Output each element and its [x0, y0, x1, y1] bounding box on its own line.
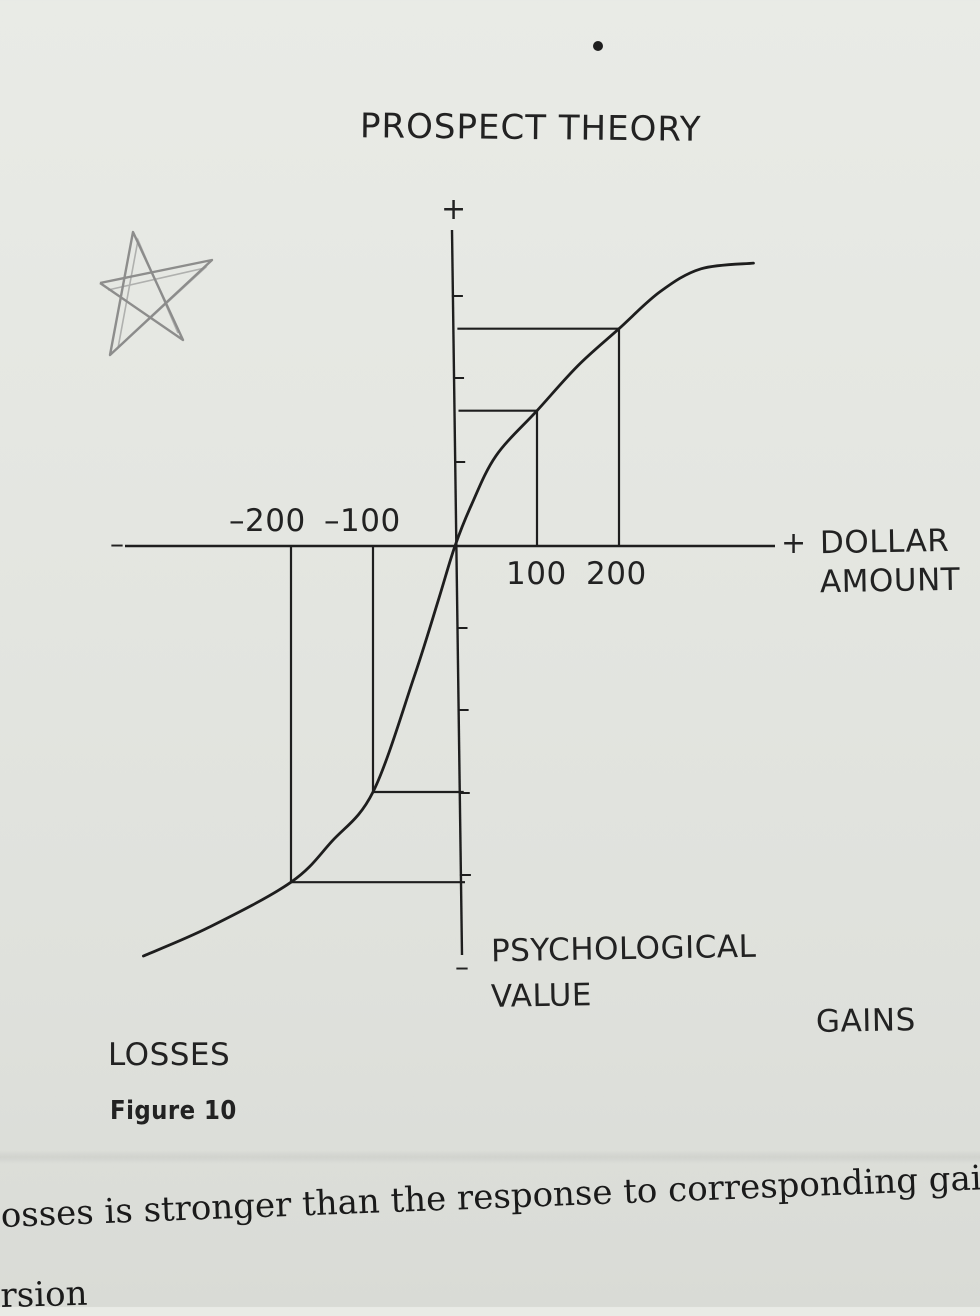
body-text-line-2: rsion [0, 1273, 88, 1316]
figure-caption: Figure 10 [110, 1096, 237, 1126]
y-axis-plus-sign: + [441, 192, 467, 227]
x-tick-200: 200 [586, 556, 647, 592]
prospect-theory-chart [99, 41, 775, 958]
x-axis-label-line1: DOLLAR [819, 522, 950, 562]
star-doodle-icon [99, 230, 214, 357]
y-axis-line [450, 229, 464, 956]
value-function-curve [142, 261, 755, 958]
y-axis-label-line2: VALUE [490, 977, 593, 1015]
star-doodle-stroke [107, 237, 208, 351]
page-fold-shadow [0, 1150, 980, 1164]
gains-label: GAINS [815, 1002, 917, 1040]
losses-label: LOSSES [108, 1037, 231, 1073]
chart-title: PROSPECT THEORY [359, 106, 702, 150]
x-axis-plus-sign: + [781, 526, 807, 561]
y-axis-minus-sign: – [455, 950, 470, 983]
x-tick-minus-200: –200 [229, 503, 306, 539]
x-tick-100: 100 [506, 556, 567, 592]
x-axis-label-line2: AMOUNT [819, 561, 961, 601]
x-tick-minus-100: –100 [324, 503, 401, 539]
y-axis-label-line1: PSYCHOLOGICAL [490, 928, 757, 970]
x-axis-minus-sign: – [110, 527, 125, 560]
ink-dot [593, 41, 603, 51]
